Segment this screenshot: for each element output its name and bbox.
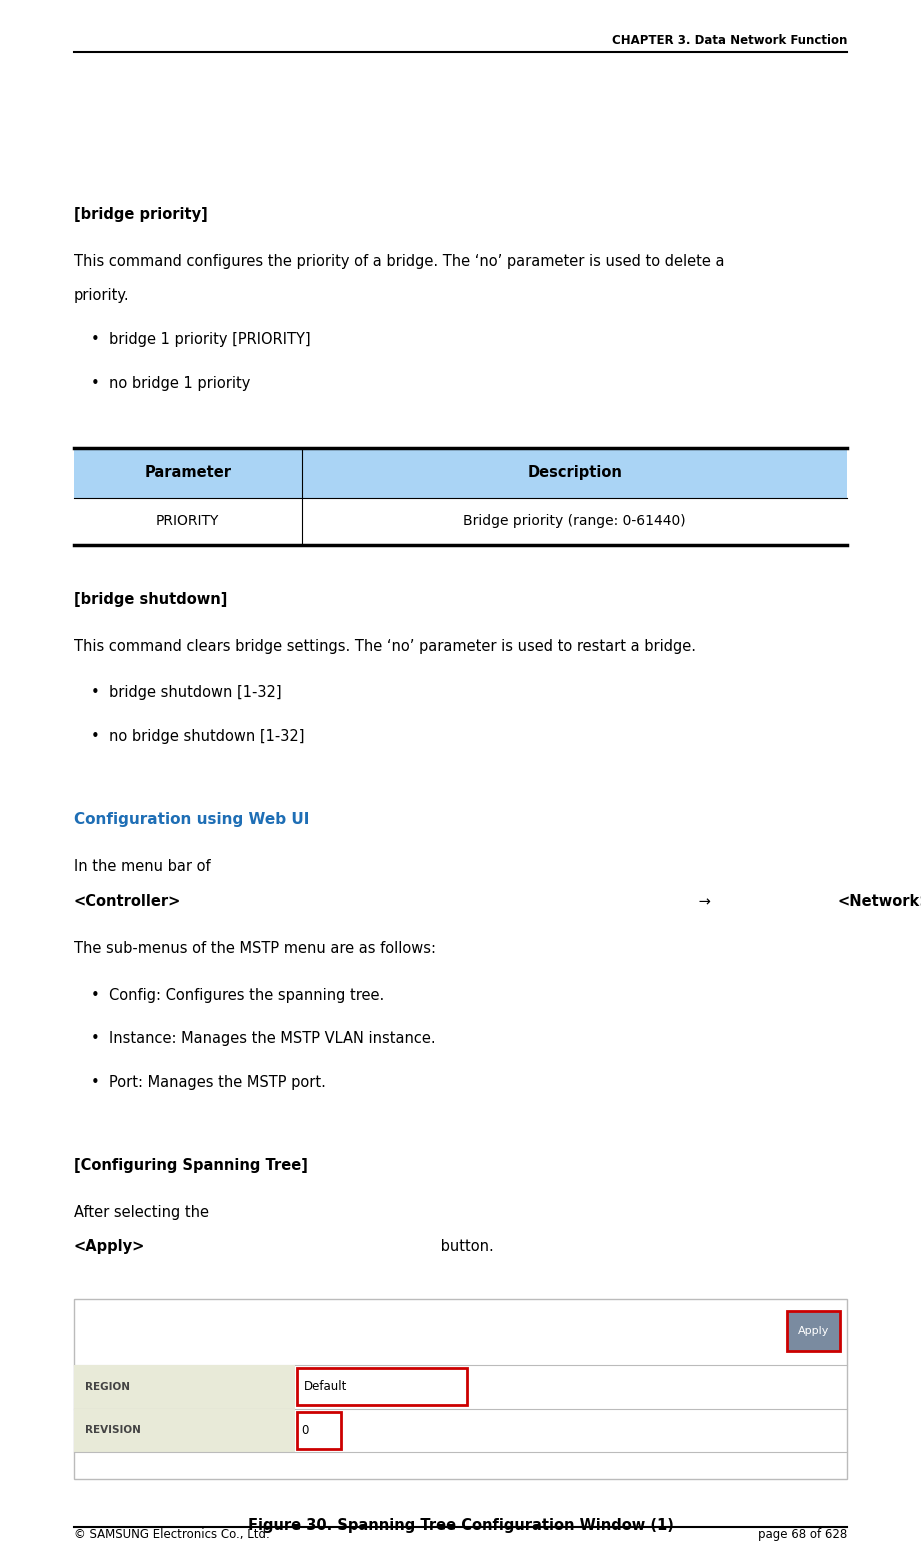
- Text: REVISION: REVISION: [85, 1426, 141, 1435]
- Text: page 68 of 628: page 68 of 628: [758, 1527, 847, 1540]
- Text: Port: Manages the MSTP port.: Port: Manages the MSTP port.: [109, 1075, 325, 1091]
- Text: •: •: [90, 1031, 99, 1047]
- Text: Parameter: Parameter: [145, 465, 231, 480]
- Text: →: →: [694, 894, 716, 909]
- Bar: [297, 1412, 341, 1449]
- Text: no bridge shutdown [1-32]: no bridge shutdown [1-32]: [109, 729, 304, 745]
- Bar: [297, 1368, 467, 1405]
- Text: Apply: Apply: [798, 1326, 829, 1337]
- Text: •: •: [90, 332, 99, 347]
- Bar: [74, 1365, 295, 1408]
- Text: This command configures the priority of a bridge. The ‘no’ parameter is used to : This command configures the priority of …: [74, 254, 724, 269]
- Text: •: •: [90, 376, 99, 391]
- Text: Description: Description: [527, 465, 622, 480]
- Text: Bridge priority (range: 0-61440): Bridge priority (range: 0-61440): [463, 515, 686, 527]
- Text: 0: 0: [301, 1424, 309, 1437]
- Text: Config: Configures the spanning tree.: Config: Configures the spanning tree.: [109, 988, 384, 1003]
- Text: •: •: [90, 1075, 99, 1091]
- Text: bridge shutdown [1-32]: bridge shutdown [1-32]: [109, 685, 281, 701]
- Text: [bridge shutdown]: [bridge shutdown]: [74, 592, 227, 607]
- Bar: [74, 1408, 295, 1452]
- Text: <Controller>: <Controller>: [74, 894, 181, 909]
- Text: <Apply>: <Apply>: [74, 1239, 145, 1255]
- Text: Figure 30. Spanning Tree Configuration Window (1): Figure 30. Spanning Tree Configuration W…: [248, 1518, 673, 1534]
- Bar: [74, 448, 847, 498]
- Text: priority.: priority.: [74, 288, 129, 304]
- Text: The sub-menus of the MSTP menu are as follows:: The sub-menus of the MSTP menu are as fo…: [74, 941, 436, 956]
- Text: no bridge 1 priority: no bridge 1 priority: [109, 376, 251, 391]
- Text: PRIORITY: PRIORITY: [156, 515, 219, 527]
- Text: REGION: REGION: [85, 1382, 130, 1391]
- Text: <Network>: <Network>: [838, 894, 921, 909]
- Text: Configuration using Web UI: Configuration using Web UI: [74, 812, 309, 828]
- Text: •: •: [90, 988, 99, 1003]
- Text: Default: Default: [304, 1380, 347, 1393]
- Text: •: •: [90, 685, 99, 701]
- Bar: [787, 1311, 840, 1351]
- Text: © SAMSUNG Electronics Co., Ltd.: © SAMSUNG Electronics Co., Ltd.: [74, 1527, 270, 1540]
- Text: After selecting the: After selecting the: [74, 1205, 214, 1221]
- Text: [bridge priority]: [bridge priority]: [74, 207, 207, 222]
- Text: Instance: Manages the MSTP VLAN instance.: Instance: Manages the MSTP VLAN instance…: [109, 1031, 436, 1047]
- Bar: [74, 1299, 847, 1479]
- Text: CHAPTER 3. Data Network Function: CHAPTER 3. Data Network Function: [612, 33, 847, 47]
- Text: This command clears bridge settings. The ‘no’ parameter is used to restart a bri: This command clears bridge settings. The…: [74, 639, 695, 654]
- Text: •: •: [90, 729, 99, 745]
- Text: [Configuring Spanning Tree]: [Configuring Spanning Tree]: [74, 1158, 308, 1174]
- Text: bridge 1 priority [PRIORITY]: bridge 1 priority [PRIORITY]: [109, 332, 310, 347]
- Text: button.: button.: [436, 1239, 494, 1255]
- Text: In the menu bar of: In the menu bar of: [74, 859, 215, 875]
